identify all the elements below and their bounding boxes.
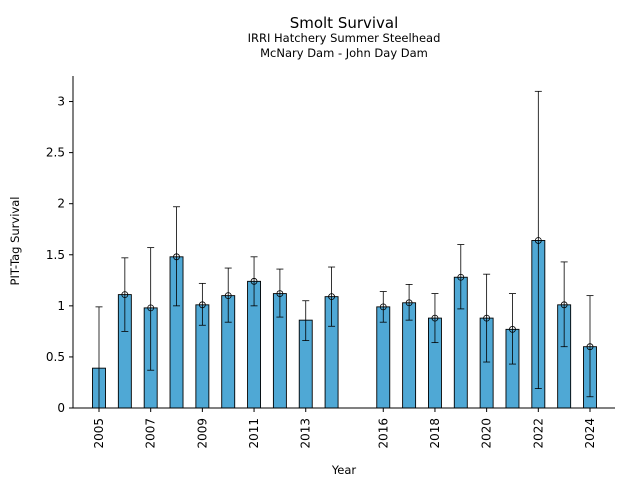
chart-title: Smolt Survival: [290, 14, 399, 32]
point-marker-2024: [586, 343, 594, 351]
point-marker-2011: [250, 277, 258, 285]
point-marker-2010: [224, 292, 232, 300]
x-tick-label-3: 2011: [247, 418, 261, 449]
chart-subtitle-line-1: IRRI Hatchery Summer Steelhead: [248, 31, 441, 45]
point-marker-2023: [560, 301, 568, 309]
x-tick-label-2: 2009: [195, 418, 209, 449]
x-tick-label-1: 2007: [144, 418, 158, 449]
x-tick-label-7: 2020: [480, 418, 494, 449]
y-tick-label-0: 0: [57, 401, 65, 415]
point-marker-2014: [328, 293, 335, 301]
point-marker-2016: [379, 303, 387, 311]
y-tick-label-1: 0.5: [46, 350, 65, 364]
point-marker-2020: [483, 314, 491, 322]
y-axis-label: PIT-Tag Survival: [8, 197, 22, 286]
point-marker-2018: [431, 314, 439, 322]
point-marker-2021: [509, 325, 516, 333]
point-marker-2017: [405, 299, 413, 307]
point-marker-2006: [121, 291, 129, 299]
chart-subtitle-line-2: McNary Dam - John Day Dam: [260, 46, 428, 60]
point-marker-2022: [534, 237, 542, 244]
x-tick-label-0: 2005: [92, 418, 106, 449]
point-marker-2007: [147, 304, 155, 312]
x-axis-label: Year: [331, 463, 357, 477]
point-marker-2008: [173, 253, 180, 261]
x-tick-label-8: 2022: [531, 418, 545, 449]
y-tick-label-5: 2.5: [46, 146, 65, 160]
x-tick-label-4: 2013: [299, 418, 313, 449]
x-tick-label-5: 2016: [376, 418, 390, 449]
x-tick-label-6: 2018: [428, 418, 442, 449]
point-marker-2012: [276, 290, 284, 297]
point-marker-2019: [457, 273, 465, 281]
x-tick-label-9: 2024: [583, 418, 597, 449]
y-tick-label-4: 2: [57, 197, 65, 211]
plot-area: 0 0.5 1 1.5 2 2.5 3 2005 2007 2009 2011 2013 2016 201…: [46, 76, 615, 449]
y-tick-label-6: 3: [57, 95, 65, 109]
y-tick-label-3: 1.5: [46, 248, 65, 262]
y-tick-label-2: 1: [57, 299, 65, 313]
point-marker-2009: [198, 301, 206, 309]
